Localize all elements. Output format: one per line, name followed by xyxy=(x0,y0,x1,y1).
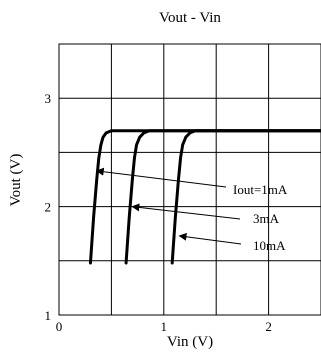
annotation-label-iout-1ma: Iout=1mA xyxy=(233,182,288,197)
chart-title: Vout - Vin xyxy=(159,10,221,26)
plot-frame xyxy=(58,43,321,316)
series-line-3ma xyxy=(124,129,321,265)
annotation-arrow-3ma xyxy=(131,203,241,220)
grid-layer xyxy=(58,43,321,316)
x-axis-label: Vin (V) xyxy=(167,334,213,350)
y-axis-label: Vout (V) xyxy=(8,154,24,207)
y-tick-label: 3 xyxy=(45,91,52,106)
annotation-label-3ma: 3mA xyxy=(253,211,280,226)
x-tick-label: 2 xyxy=(265,319,272,334)
annotation-layer: Iout=1mA 3mA 10mA xyxy=(95,167,288,253)
annotation-label-10ma: 10mA xyxy=(253,238,286,253)
x-tick-label: 0 xyxy=(56,319,63,334)
annotation-arrow-10ma xyxy=(178,232,242,245)
plot-border xyxy=(58,43,321,316)
x-tick-label: 1 xyxy=(161,319,168,334)
series-line-10ma xyxy=(170,129,321,265)
y-tick-label: 2 xyxy=(45,200,52,215)
annotation-arrow-iout-1ma xyxy=(95,167,227,188)
y-tick-label: 1 xyxy=(45,308,52,323)
